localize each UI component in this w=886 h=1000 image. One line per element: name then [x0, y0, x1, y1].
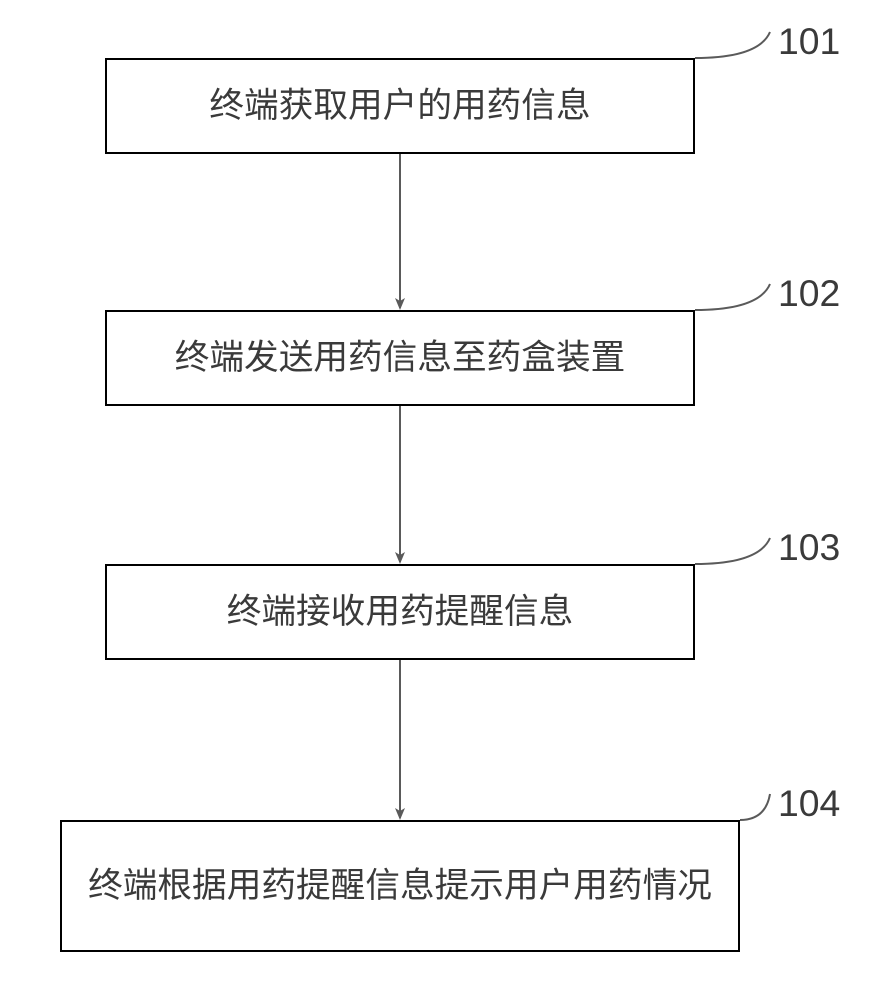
step-label-102: 102: [778, 272, 840, 315]
flow-node-n3: 终端接收用药提醒信息: [105, 564, 695, 660]
flow-node-n2: 终端发送用药信息至药盒装置: [105, 310, 695, 406]
flow-node-text: 终端根据用药提醒信息提示用户用药情况: [88, 863, 712, 910]
callout-n4: [740, 794, 770, 820]
callout-n1: [695, 32, 770, 58]
step-label-103: 103: [778, 526, 840, 569]
flowchart-canvas: 终端获取用户的用药信息 101 终端发送用药信息至药盒装置 102 终端接收用药提醒信息…: [0, 0, 886, 1000]
step-label-104: 104: [778, 782, 840, 825]
flow-node-n4: 终端根据用药提醒信息提示用户用药情况: [60, 820, 740, 952]
callout-n3: [695, 538, 770, 564]
flow-node-text: 终端发送用药信息至药盒装置: [175, 335, 626, 382]
step-label-101: 101: [778, 20, 840, 63]
flow-node-text: 终端接收用药提醒信息: [227, 589, 574, 636]
callout-n2: [695, 284, 770, 310]
flow-node-n1: 终端获取用户的用药信息: [105, 58, 695, 154]
flow-node-text: 终端获取用户的用药信息: [209, 83, 590, 130]
